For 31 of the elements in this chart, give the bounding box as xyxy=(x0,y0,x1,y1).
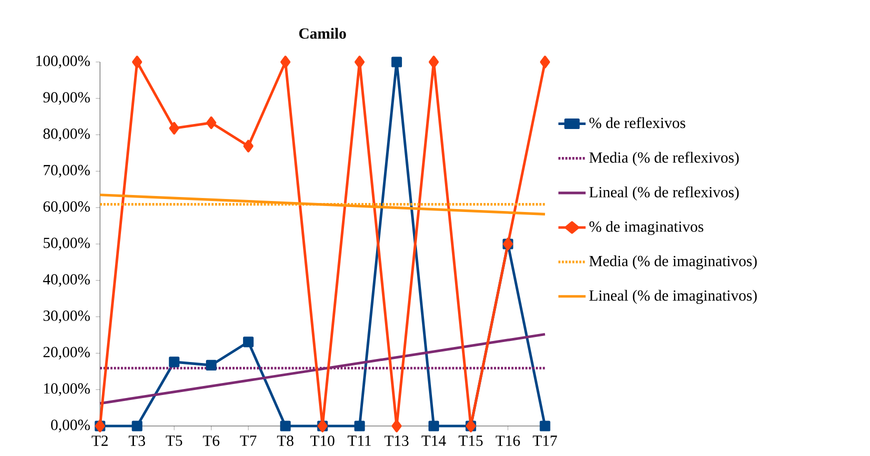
x-tick-label: T10 xyxy=(310,436,334,446)
x-tick-label: T3 xyxy=(128,436,146,446)
y-tick-label: 0,00% xyxy=(51,420,90,432)
x-tick-label: T7 xyxy=(240,436,256,446)
legend-label: Lineal (% de reflexivos) xyxy=(589,186,739,201)
x-tick-label: T14 xyxy=(422,436,446,446)
x-tick-label: T17 xyxy=(532,436,558,446)
y-tick-label: 30,00% xyxy=(44,310,90,324)
chart-title: Camilo xyxy=(299,28,346,39)
y-tick-label: 70,00% xyxy=(44,164,90,178)
y-tick-label: 80,00% xyxy=(43,128,90,142)
legend-label: Lineal (% de imaginativos) xyxy=(589,290,757,304)
x-tick-label: T6 xyxy=(202,436,220,446)
x-tick-label: T11 xyxy=(348,436,371,446)
legend-label: % de reflexivos xyxy=(589,117,686,128)
y-tick-label: 10,00% xyxy=(44,383,90,396)
x-tick-label: T16 xyxy=(496,436,520,446)
x-tick-label: T13 xyxy=(384,436,408,446)
y-tick-label: 90,00% xyxy=(43,92,90,105)
x-tick-label: T15 xyxy=(458,436,483,446)
y-tick-label: 100,00% xyxy=(36,56,90,68)
legend-label: % de imaginativos xyxy=(589,220,704,236)
y-tick-label: 50,00% xyxy=(44,238,90,250)
legend-label: Media (% de imaginativos) xyxy=(589,255,757,270)
y-tick-label: 60,00% xyxy=(43,201,90,214)
legend-label: Media (% de reflexivos) xyxy=(589,152,739,166)
x-tick-label: T2 xyxy=(92,436,108,446)
x-tick-label: T5 xyxy=(166,436,182,446)
y-tick-label: 20,00% xyxy=(43,346,90,360)
y-tick-label: 40,00% xyxy=(43,274,90,287)
x-tick-label: T8 xyxy=(277,436,294,446)
